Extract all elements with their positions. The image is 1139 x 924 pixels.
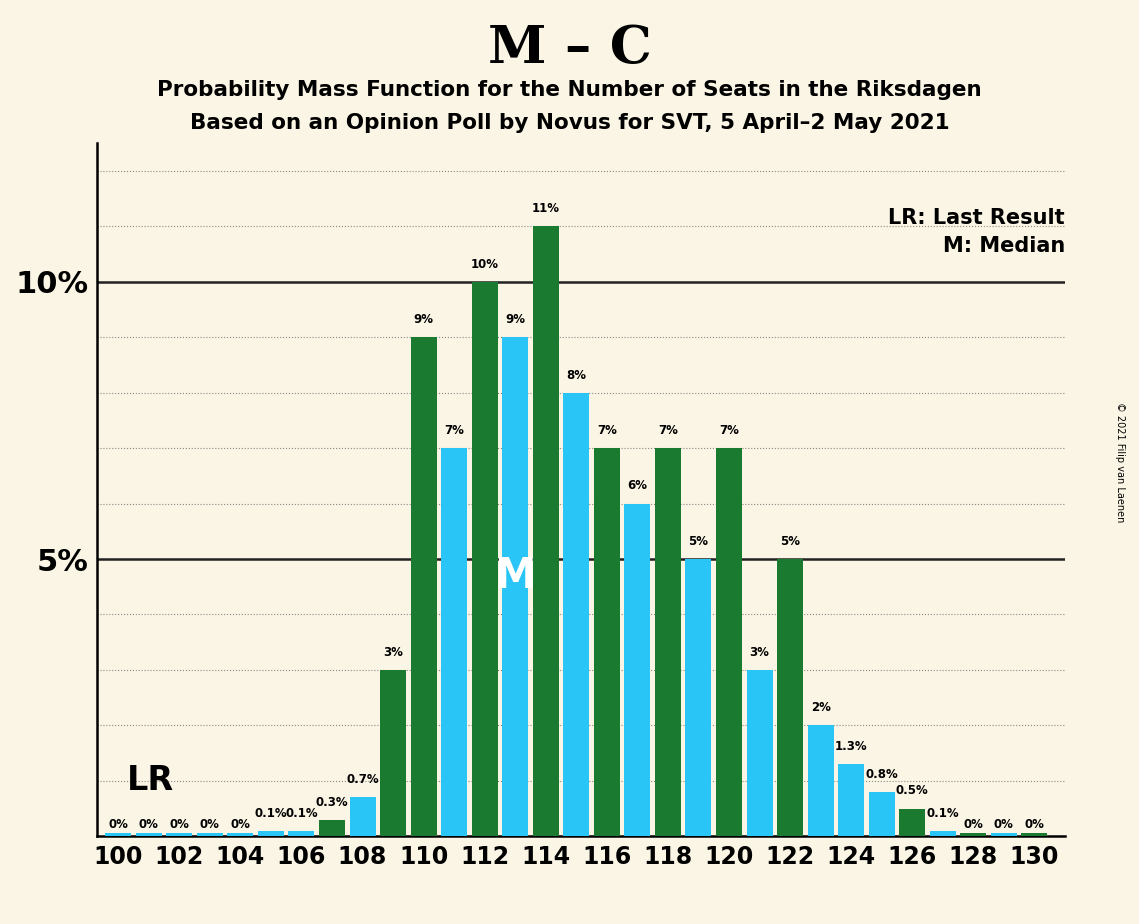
Bar [624, 504, 650, 836]
Text: 0.1%: 0.1% [255, 807, 287, 820]
Bar [197, 833, 223, 836]
Text: 1.3%: 1.3% [835, 740, 868, 753]
Bar [441, 448, 467, 836]
Text: 9%: 9% [413, 313, 434, 326]
Text: 8%: 8% [566, 369, 587, 382]
Text: 0.7%: 0.7% [346, 773, 379, 786]
Text: M – C: M – C [487, 23, 652, 74]
Bar [716, 448, 741, 836]
Bar [991, 833, 1017, 836]
Bar [411, 337, 436, 836]
Text: 0%: 0% [230, 818, 251, 831]
Bar [686, 559, 712, 836]
Text: 0.1%: 0.1% [926, 807, 959, 820]
Text: 3%: 3% [749, 646, 770, 659]
Bar [869, 792, 895, 836]
Bar [380, 670, 405, 836]
Bar [900, 808, 925, 836]
Text: 0%: 0% [139, 818, 158, 831]
Text: 7%: 7% [444, 424, 464, 437]
Bar [136, 833, 162, 836]
Bar [564, 393, 589, 836]
Text: 0.1%: 0.1% [285, 807, 318, 820]
Text: 7%: 7% [658, 424, 678, 437]
Bar [593, 448, 620, 836]
Bar [838, 764, 865, 836]
Text: 11%: 11% [532, 202, 559, 215]
Text: 7%: 7% [719, 424, 739, 437]
Text: M: M [494, 554, 536, 597]
Bar [1022, 833, 1048, 836]
Bar [777, 559, 803, 836]
Bar [502, 337, 528, 836]
Text: 0.8%: 0.8% [866, 768, 898, 781]
Text: 10%: 10% [470, 258, 499, 271]
Bar [319, 820, 345, 836]
Bar [166, 833, 192, 836]
Bar [288, 831, 314, 836]
Bar [350, 797, 376, 836]
Text: 0%: 0% [964, 818, 983, 831]
Text: LR: LR [128, 764, 174, 797]
Text: 0%: 0% [108, 818, 128, 831]
Text: 0.5%: 0.5% [896, 784, 928, 797]
Text: © 2021 Filip van Laenen: © 2021 Filip van Laenen [1115, 402, 1124, 522]
Text: 0%: 0% [994, 818, 1014, 831]
Text: 5%: 5% [688, 535, 708, 548]
Bar [929, 831, 956, 836]
Bar [533, 226, 559, 836]
Text: 0%: 0% [170, 818, 189, 831]
Bar [105, 833, 131, 836]
Text: 7%: 7% [597, 424, 617, 437]
Text: 3%: 3% [383, 646, 403, 659]
Bar [808, 725, 834, 836]
Bar [960, 833, 986, 836]
Text: LR: Last Result: LR: Last Result [888, 208, 1065, 228]
Text: 0%: 0% [199, 818, 220, 831]
Bar [228, 833, 253, 836]
Text: 0%: 0% [1024, 818, 1044, 831]
Bar [257, 831, 284, 836]
Text: 0.3%: 0.3% [316, 796, 349, 808]
Text: M: Median: M: Median [943, 236, 1065, 256]
Bar [472, 282, 498, 836]
Bar [746, 670, 772, 836]
Bar [655, 448, 681, 836]
Text: 5%: 5% [780, 535, 800, 548]
Text: 9%: 9% [506, 313, 525, 326]
Text: 6%: 6% [628, 480, 647, 492]
Text: 2%: 2% [811, 701, 830, 714]
Text: Based on an Opinion Poll by Novus for SVT, 5 April–2 May 2021: Based on an Opinion Poll by Novus for SV… [190, 113, 949, 133]
Text: Probability Mass Function for the Number of Seats in the Riksdagen: Probability Mass Function for the Number… [157, 80, 982, 101]
